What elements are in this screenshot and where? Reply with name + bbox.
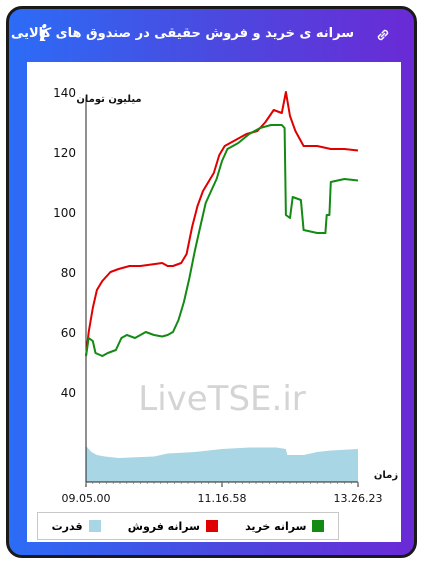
x-tick-label: 09.05.00 [62, 492, 111, 505]
y-tick-label: 40 [61, 386, 76, 400]
legend: سرانه خرید سرانه فروش قدرت [37, 512, 339, 540]
x-tick-label: 13.26.23 [334, 492, 383, 505]
legend-swatch-sell [205, 520, 218, 532]
y-tick-label: 100 [53, 206, 76, 220]
card-header: i سرانه ی خرید و فروش حقیقی در صندوق های… [9, 9, 414, 59]
link-icon[interactable] [374, 26, 392, 44]
y-tick-label: 80 [61, 266, 76, 280]
chart-title: سرانه ی خرید و فروش حقیقی در صندوق های ک… [10, 26, 354, 41]
legend-item-buy[interactable]: سرانه خرید [245, 519, 325, 533]
series-power-area [86, 446, 358, 482]
watermark: LiveTSE.ir [138, 379, 306, 419]
y-tick-label: 140 [53, 86, 76, 100]
x-tick-label: 11.16.58 [198, 492, 247, 505]
legend-swatch-buy [312, 520, 325, 532]
y-tick-label: 60 [61, 326, 76, 340]
info-icon[interactable]: i [39, 21, 48, 47]
legend-label-sell: سرانه فروش [127, 519, 200, 533]
legend-label-power: قدرت [51, 519, 83, 533]
legend-swatch-power [88, 520, 101, 532]
plot-area: LiveTSE.ir میلیون تومان 40 60 80 100 120 140 09.… [27, 62, 401, 542]
series-buy-line [85, 124, 359, 357]
legend-label-buy: سرانه خرید [245, 519, 307, 533]
x-axis-label: زمان [374, 470, 398, 481]
y-tick-label: 120 [53, 146, 76, 160]
line-chart[interactable]: LiveTSE.ir میلیون تومان 40 60 80 100 120 140 09.… [27, 62, 401, 542]
chart-card: i سرانه ی خرید و فروش حقیقی در صندوق های… [6, 6, 417, 558]
y-axis-label: میلیون تومان [76, 94, 141, 105]
legend-item-sell[interactable]: سرانه فروش [128, 520, 218, 533]
legend-item-power[interactable]: قدرت [52, 520, 101, 533]
series-sell-line [85, 91, 359, 357]
